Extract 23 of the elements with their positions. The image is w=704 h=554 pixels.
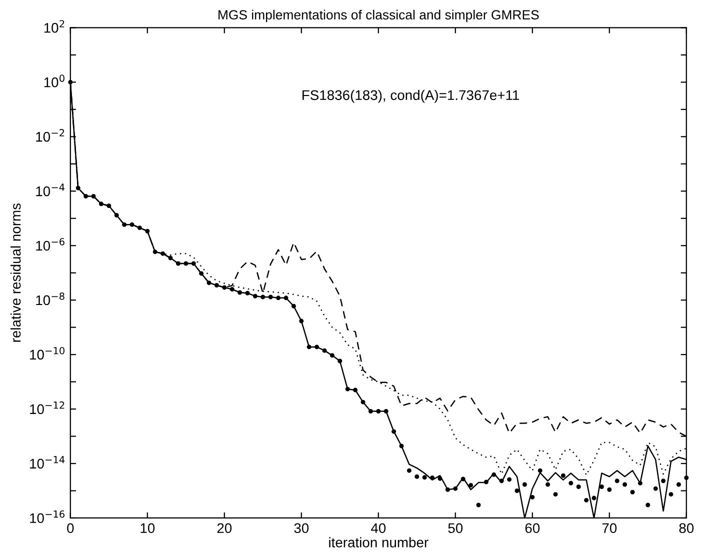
y-tick-label: 10$^{−10}$	[30, 346, 64, 360]
x-tick-label: 40	[370, 523, 386, 534]
y-tick-label: 10$^{−12}$	[30, 401, 64, 414]
y-tick-label: 10$^{0}$	[44, 74, 64, 88]
x-tick-label: 0	[67, 523, 74, 534]
x-tick-label: 30	[294, 523, 309, 534]
y-tick-label: 10$^{−6}$	[36, 238, 64, 251]
x-tick-label: 60	[525, 523, 540, 534]
x-tick-label: 10	[140, 523, 155, 534]
chart-title: MGS implementations of classical and simpler GMRES	[218, 10, 539, 22]
y-tick-label: 10$^{2}$	[44, 20, 64, 33]
y-tick-label: 10$^{−4}$	[36, 184, 64, 196]
x-axis-title: iteration number	[329, 537, 428, 548]
y-tick-label: 10$^{−2}$	[36, 129, 64, 142]
y-axis-title: relative residual norms	[10, 203, 21, 342]
x-tick-label: 20	[217, 523, 232, 534]
x-tick-label: 70	[602, 523, 617, 534]
x-tick-label: 50	[448, 523, 463, 534]
y-tick-label: 10$^{−8}$	[36, 292, 64, 306]
y-tick-label: 10$^{−14}$	[30, 456, 65, 469]
x-tick-label: 80	[679, 523, 694, 534]
y-tick-label: 10$^{−16}$	[30, 510, 64, 524]
annotation: FS1836(183), cond(A)=1.7367e+11	[302, 90, 519, 103]
